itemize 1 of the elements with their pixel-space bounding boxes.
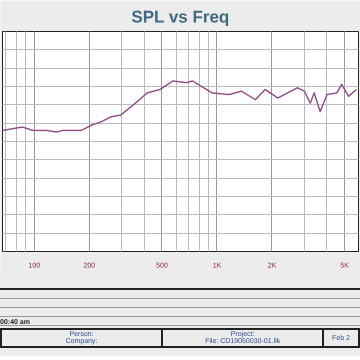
chart-title: SPL vs Freq bbox=[131, 8, 230, 26]
